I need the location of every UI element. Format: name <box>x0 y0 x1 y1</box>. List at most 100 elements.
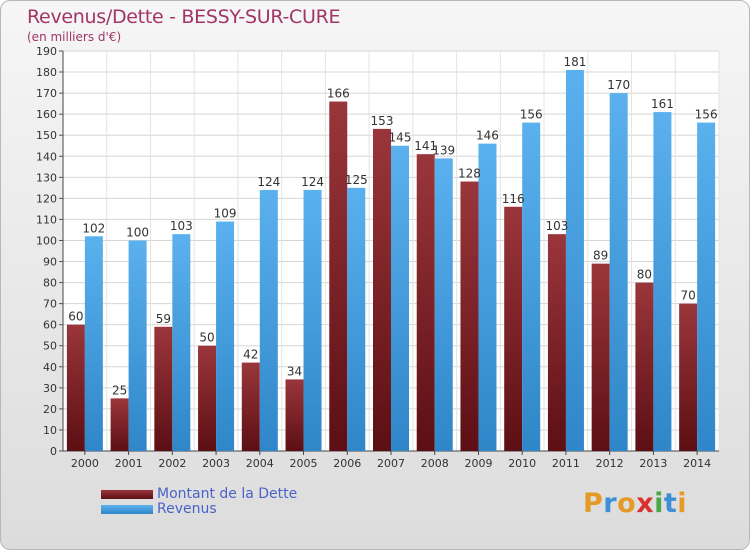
data-label-dette-2009: 128 <box>458 167 481 181</box>
x-tick-label: 2014 <box>683 457 711 470</box>
y-tick-label: 20 <box>43 403 57 416</box>
data-label-revenus-2003: 109 <box>214 207 237 221</box>
x-tick-label: 2011 <box>552 457 580 470</box>
x-tick-label: 2013 <box>639 457 667 470</box>
x-tick-label: 2010 <box>508 457 536 470</box>
data-label-dette-2008: 141 <box>414 139 437 153</box>
data-label-dette-2003: 50 <box>199 331 214 345</box>
proxiti-logo: Proxiti <box>583 488 687 519</box>
legend-label-revenus: Revenus <box>157 501 217 517</box>
x-tick-label: 2007 <box>377 457 405 470</box>
bar-dette-2000 <box>66 324 85 451</box>
bar-revenus-2006 <box>347 187 366 451</box>
bar-dette-2008 <box>416 154 435 451</box>
bar-revenus-2011 <box>565 69 584 452</box>
bar-dette-2005 <box>285 379 304 451</box>
y-tick-label: 70 <box>43 298 57 311</box>
data-label-revenus-2011: 181 <box>563 55 586 69</box>
y-tick-label: 180 <box>36 66 57 79</box>
x-tick-label: 2012 <box>596 457 624 470</box>
y-tick-label: 40 <box>43 361 57 374</box>
logo-letter: x <box>636 488 655 519</box>
logo-letter: t <box>663 488 678 519</box>
bar-dette-2001 <box>110 398 129 451</box>
bar-revenus-2014 <box>697 122 716 451</box>
data-label-revenus-2012: 170 <box>607 78 630 92</box>
bar-revenus-2013 <box>653 112 672 451</box>
legend-swatch-dette <box>101 490 153 499</box>
data-label-dette-2001: 25 <box>112 383 127 397</box>
bar-dette-2002 <box>154 326 173 451</box>
bar-dette-2007 <box>373 128 391 451</box>
data-label-dette-2004: 42 <box>243 348 258 362</box>
data-label-dette-2006: 166 <box>327 87 350 101</box>
y-tick-label: 170 <box>36 87 57 100</box>
y-tick-label: 100 <box>36 234 57 247</box>
bar-dette-2009 <box>460 181 479 452</box>
data-label-dette-2011: 103 <box>545 219 568 233</box>
x-tick-label: 2005 <box>290 457 318 470</box>
logo-letter: P <box>583 488 604 519</box>
data-label-revenus-2004: 124 <box>257 175 280 189</box>
bar-revenus-2003 <box>216 221 235 451</box>
data-label-dette-2005: 34 <box>287 364 302 378</box>
data-label-revenus-2001: 100 <box>126 225 149 239</box>
y-tick-label: 60 <box>43 319 57 332</box>
y-tick-label: 140 <box>36 150 57 163</box>
legend-label-dette: Montant de la Dette <box>157 486 298 502</box>
y-tick-label: 90 <box>43 256 57 269</box>
bar-dette-2012 <box>591 263 610 451</box>
y-tick-label: 120 <box>36 192 57 205</box>
data-label-revenus-2009: 146 <box>476 129 499 143</box>
x-tick-label: 2009 <box>464 457 492 470</box>
x-tick-label: 2006 <box>333 457 361 470</box>
y-tick-label: 0 <box>50 445 57 458</box>
bar-dette-2013 <box>635 282 654 451</box>
x-tick-label: 2001 <box>115 457 143 470</box>
y-tick-label: 80 <box>43 277 57 290</box>
data-label-revenus-2013: 161 <box>651 97 674 111</box>
chart-title: Revenus/Dette - BESSY-SUR-CURE <box>27 6 341 28</box>
data-label-revenus-2000: 102 <box>82 221 105 235</box>
y-tick-label: 190 <box>36 45 57 58</box>
y-tick-label: 30 <box>43 382 57 395</box>
bar-revenus-2005 <box>303 189 322 451</box>
bar-revenus-2001 <box>128 240 147 451</box>
y-tick-label: 130 <box>36 171 57 184</box>
data-label-revenus-2007: 145 <box>389 131 412 145</box>
data-label-dette-2012: 89 <box>593 249 608 263</box>
bar-dette-2010 <box>504 206 523 451</box>
data-label-revenus-2005: 124 <box>301 175 324 189</box>
y-tick-label: 150 <box>36 129 57 142</box>
data-label-revenus-2008: 139 <box>432 143 455 157</box>
chart-subtitle: (en milliers d'€) <box>27 30 122 44</box>
x-tick-label: 2002 <box>158 457 186 470</box>
y-tick-label: 10 <box>43 424 57 437</box>
y-tick-label: 160 <box>36 108 57 121</box>
logo-letter: i <box>654 488 664 519</box>
bar-dette-2011 <box>547 234 566 451</box>
bar-revenus-2009 <box>478 143 497 451</box>
x-tick-label: 2003 <box>202 457 230 470</box>
bar-revenus-2008 <box>434 158 453 452</box>
data-label-dette-2000: 60 <box>68 310 83 324</box>
logo-letter: r <box>603 488 618 519</box>
logo-letter: i <box>677 488 688 519</box>
bar-dette-2003 <box>198 345 217 451</box>
data-label-revenus-2010: 156 <box>520 108 543 122</box>
bar-revenus-2007 <box>391 145 409 451</box>
bar-revenus-2002 <box>172 234 191 451</box>
y-tick-label: 50 <box>43 340 57 353</box>
legend-swatch-revenus <box>101 505 153 514</box>
data-label-dette-2007: 153 <box>371 114 394 128</box>
bar-revenus-2004 <box>259 189 278 451</box>
bar-dette-2014 <box>679 303 698 451</box>
data-label-dette-2002: 59 <box>156 312 171 326</box>
x-tick-label: 2000 <box>71 457 99 470</box>
data-label-revenus-2006: 125 <box>345 173 368 187</box>
data-label-dette-2010: 116 <box>502 192 525 206</box>
data-label-dette-2014: 70 <box>680 289 695 303</box>
bar-dette-2006 <box>329 101 348 452</box>
